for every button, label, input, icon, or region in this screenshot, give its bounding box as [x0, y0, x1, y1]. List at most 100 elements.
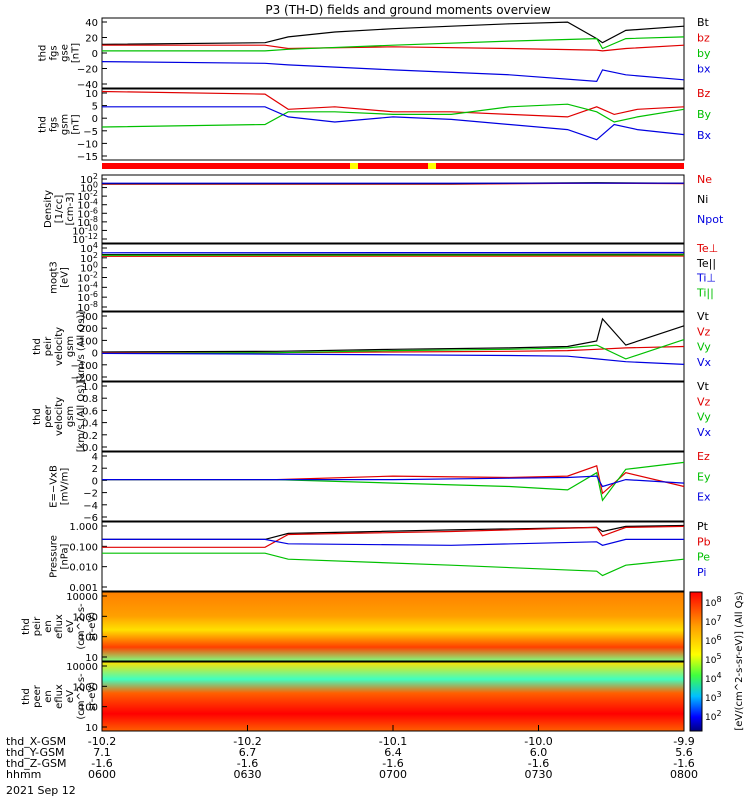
y-tick-label: 100: [79, 336, 98, 347]
date-label: 2021 Sep 12: [6, 784, 76, 797]
y-axis-label: [km/s (All Qs)]: [76, 311, 87, 383]
panel-frame: [101, 311, 685, 382]
y-tick-label: −5: [83, 127, 98, 138]
legend-by: by: [697, 47, 711, 60]
legend-Pe: Pe: [697, 551, 710, 564]
legend-Ey: Ey: [697, 470, 711, 483]
status-bar-mark: [428, 163, 436, 169]
ephemeris-value: -1.6: [382, 757, 403, 770]
y-tick-label: 0.8: [82, 394, 98, 405]
y-axis-label: thd: [32, 408, 43, 425]
y-tick-label: −100: [71, 361, 98, 372]
legend-Pt: Pt: [697, 520, 709, 533]
colorbar-tick: 103: [705, 690, 722, 704]
legend-Vt: Vt: [697, 310, 710, 323]
y-tick-label: 0: [92, 476, 98, 487]
legend-Ex: Ex: [697, 491, 711, 504]
y-axis-label: eV: [65, 690, 76, 703]
y-tick-label: 0.6: [82, 406, 98, 417]
y-axis-label: peer: [32, 684, 43, 708]
panel-9: 10000 1000 100 10 thd peir en eflux eV (cm^2-s-sr…: [21, 591, 685, 664]
colorbar-label: [eV/(cm^2-s-sr-eV)] (All Qs): [734, 591, 745, 730]
y-axis-label: [nT]: [71, 43, 82, 63]
y-axis-label: thd: [21, 688, 32, 705]
ephemeris-value: 6.7: [239, 746, 257, 759]
legend-Ez: Ez: [697, 450, 710, 463]
panel-frame: [101, 451, 685, 522]
ephemeris-value: 0800: [670, 768, 698, 781]
ephemeris-row-label: hhmm: [6, 768, 41, 781]
y-tick-label: 100: [79, 633, 98, 644]
legend-Vx: Vx: [697, 356, 712, 369]
y-tick-label: 0: [92, 114, 98, 125]
y-tick-label: 10: [85, 89, 98, 100]
legend-Pi: Pi: [697, 566, 706, 579]
legend-Vz: Vz: [697, 325, 711, 338]
y-axis-label: en: [43, 620, 54, 633]
status-bar-fill: [102, 163, 684, 169]
legend-Vz: Vz: [697, 395, 711, 408]
legend-Ne: Ne: [697, 173, 712, 186]
y-tick-label: 10000: [66, 662, 98, 673]
colorbar-tick: 104: [705, 671, 722, 685]
y-tick-label: 0.010: [69, 563, 98, 574]
panel-10: 10000 1000 100 10 thd peer en eflux eV (cm^2-s-sr…: [21, 661, 685, 734]
series-line-Pt: [102, 524, 685, 540]
y-tick-label: −6: [83, 513, 98, 524]
y-axis-label: [nT]: [71, 114, 82, 134]
ephemeris-row-label: thd_Z-GSM: [6, 757, 66, 770]
colorbar: 108 107 106 105 104 103 102 [eV/(cm^2-s-sr-eV)]…: [689, 591, 745, 732]
y-tick-label: 0.001: [69, 583, 98, 594]
panel-7: 420 −2−4−6 E=−VxB [mV/m] Ez Ey Ex: [49, 450, 711, 524]
y-axis-label: E=−VxB: [49, 465, 60, 508]
colorbar-tick: 102: [705, 709, 722, 723]
panel-8: 1.000 0.100 0.010 0.001 Pressure [nPa] Pt Pb Pe P…: [49, 520, 711, 594]
series-line-Ey: [102, 461, 685, 502]
legend-Ni: Ni: [697, 193, 708, 206]
y-axis-label: thd: [38, 116, 49, 133]
y-tick-label: 4: [92, 452, 98, 463]
y-axis-label: gsm: [65, 336, 76, 357]
y-axis-label: [nPa]: [60, 543, 71, 569]
y-tick-label: 0: [92, 49, 98, 60]
y-axis-label: [eV]: [60, 267, 71, 288]
status-bar-mark: [350, 163, 358, 169]
y-axis-label: peir: [43, 336, 54, 356]
ephemeris-row-label: thd_X-GSM: [6, 735, 66, 748]
y-tick-label: 10: [85, 653, 98, 664]
y-tick-label: 0.100: [69, 542, 98, 553]
series-line-Pi: [102, 538, 684, 546]
y-axis-label: sr-eV): [87, 612, 98, 641]
y-axis-label: eflux: [54, 684, 65, 709]
y-tick-label: 40: [85, 18, 98, 29]
series-line-Pb: [102, 525, 685, 548]
y-tick-label: 0: [92, 349, 98, 360]
y-tick-label: 10000: [66, 592, 98, 603]
ephemeris-value: -9.9: [673, 735, 694, 748]
colorbar-scale: [689, 591, 703, 732]
heatmap-image: [102, 592, 684, 661]
y-axis-label: fgs: [49, 117, 60, 132]
y-tick-label: 0.2: [82, 431, 98, 442]
bottom-axis: thd_X-GSM -10.2 -10.2 -10.1 -10.0 -9.9 thd_Y-G…: [6, 725, 698, 781]
y-axis-label: [1/cc]: [54, 195, 65, 224]
legend-Te⊥: Te⊥: [696, 242, 718, 255]
ephemeris-value: -10.0: [524, 735, 552, 748]
y-axis-label: sr-eV): [87, 682, 98, 711]
ephemeris-value: 7.1: [93, 746, 111, 759]
legend-Ti||: Ti||: [696, 286, 714, 299]
legend-Ti⊥: Ti⊥: [696, 272, 716, 285]
series-line-Bx: [102, 106, 685, 141]
series-line-Ex: [102, 475, 685, 488]
y-tick-label: 1.000: [69, 522, 98, 533]
panel-6: 1.00.80.6 0.40.20.0 thd peer velocity gsm [km/…: [32, 380, 712, 454]
series-line-Pe: [102, 552, 685, 577]
ephemeris-value: 6.4: [384, 746, 402, 759]
colorbar-tick: 108: [705, 595, 722, 609]
legend-Vy: Vy: [697, 411, 711, 424]
ephemeris-value: 0600: [88, 768, 116, 781]
status-bar: [102, 163, 684, 169]
y-axis-label: Pressure: [49, 535, 60, 578]
legend-By: By: [697, 108, 712, 121]
